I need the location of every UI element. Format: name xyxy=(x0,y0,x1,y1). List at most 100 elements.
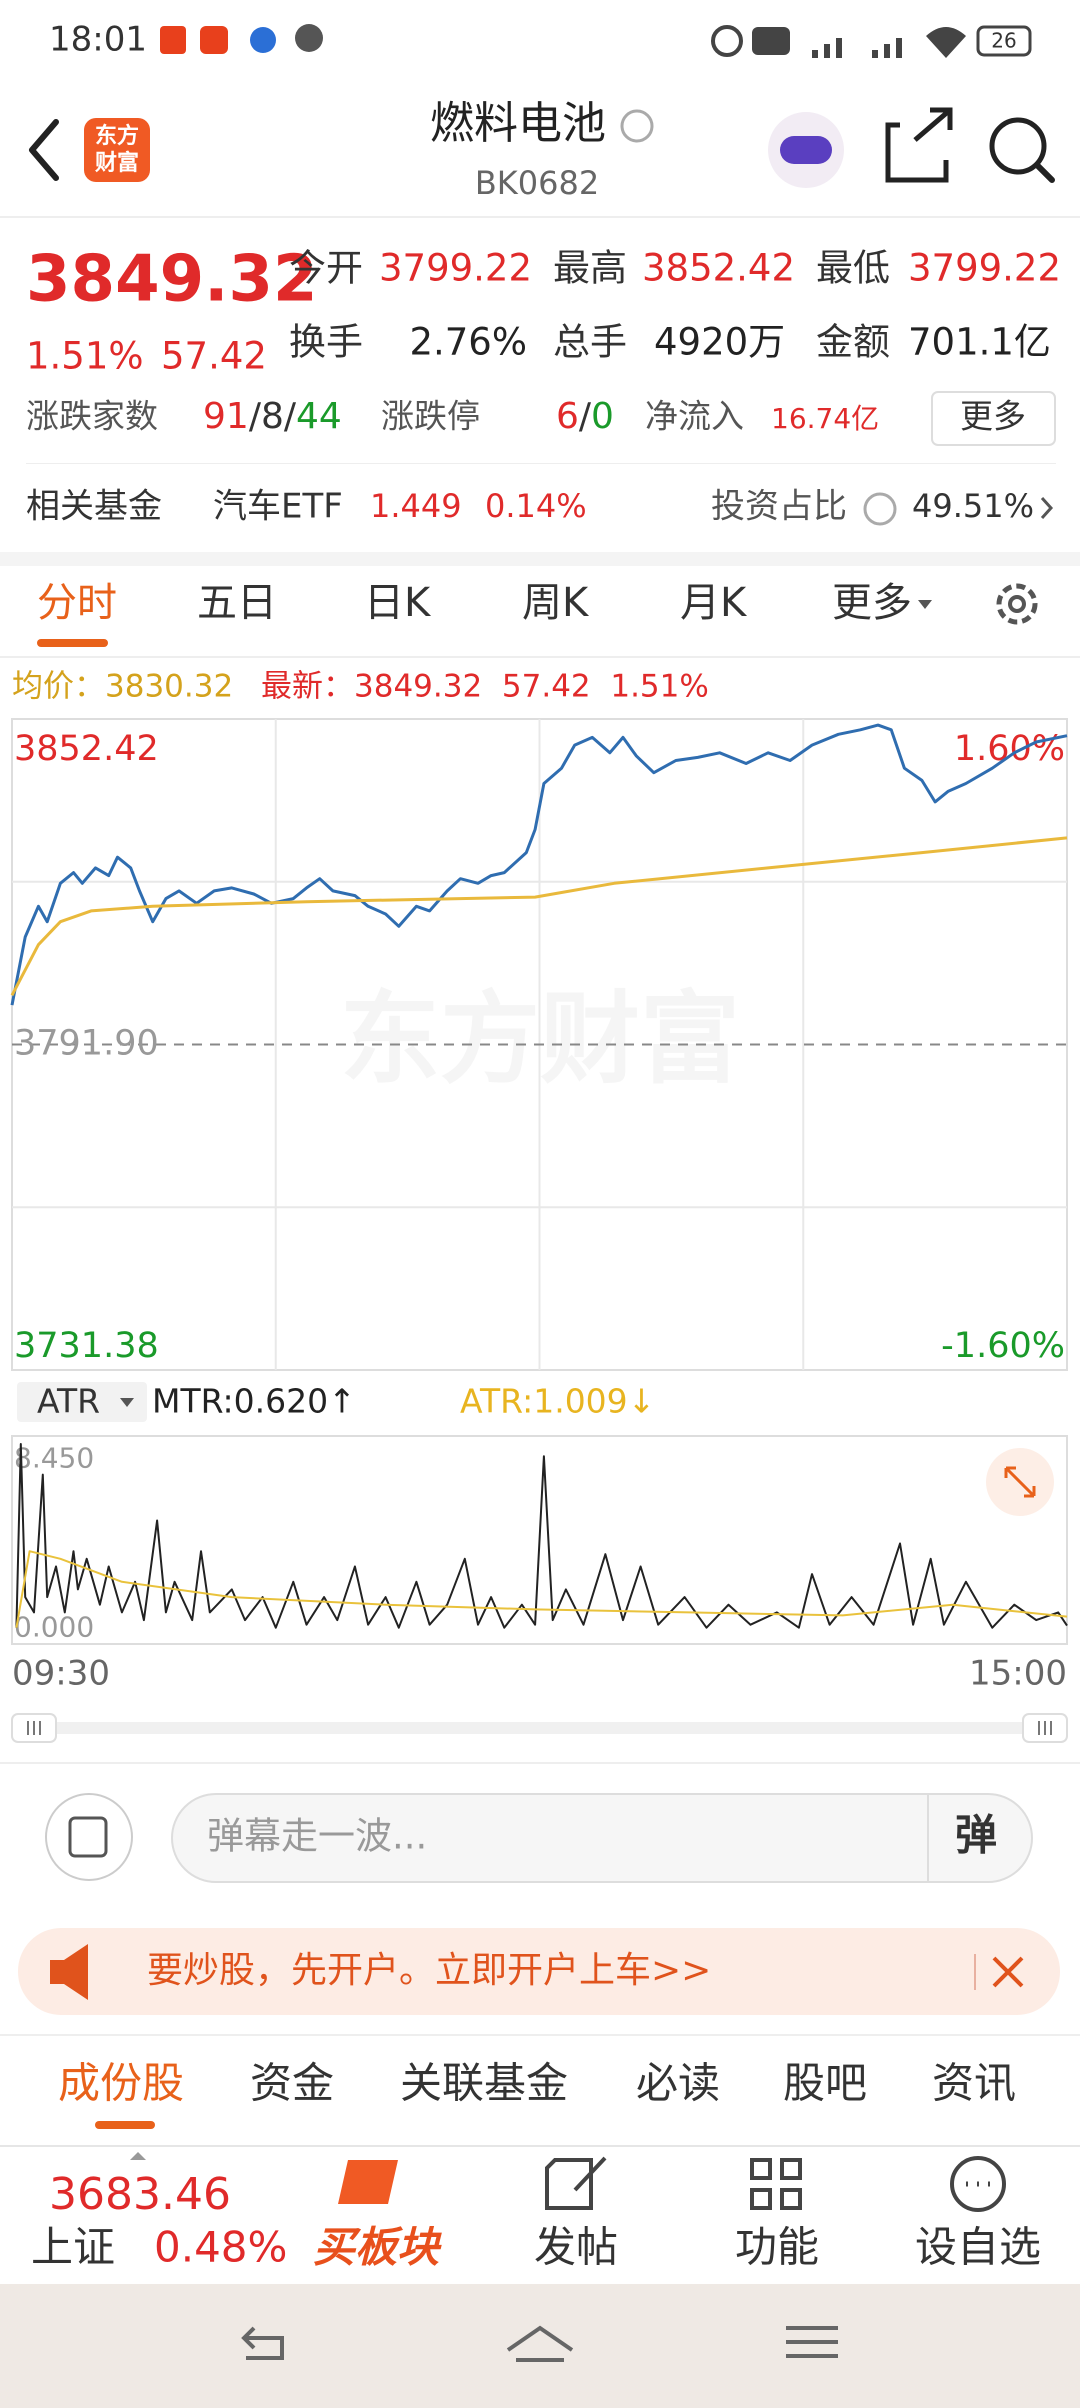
fund-name[interactable]: 汽车ETF xyxy=(213,487,343,527)
content-tab[interactable]: 关联基金 xyxy=(400,2059,568,2108)
chart-tab[interactable]: 分时 xyxy=(37,580,117,626)
inflow-value: 16.74亿 xyxy=(771,402,879,435)
back-button[interactable] xyxy=(29,119,59,181)
danmaku-button[interactable]: 弹 xyxy=(955,1811,997,1860)
nav-back[interactable] xyxy=(241,2326,284,2360)
nav-button[interactable]: 功能 xyxy=(735,2223,819,2272)
logo xyxy=(84,118,150,182)
atr-chart: 8.450 0.000 xyxy=(14,1442,1068,1644)
index-arrow xyxy=(130,2152,146,2160)
y2-tick-label: -1.60% xyxy=(941,1326,1065,1366)
settings-core xyxy=(1008,595,1026,613)
notif-icon xyxy=(250,27,276,53)
function-icon xyxy=(750,2158,802,2210)
search-button[interactable] xyxy=(989,117,1047,175)
last-price: 3849.32 xyxy=(26,243,318,317)
separator: / xyxy=(579,396,592,437)
nav-button[interactable]: 买板块 xyxy=(313,2223,442,2272)
chart-tab[interactable]: 月K xyxy=(680,580,748,626)
field-label: 最低 xyxy=(816,247,890,290)
signal-icon xyxy=(872,38,902,58)
indicator-name: ATR xyxy=(37,1382,100,1421)
close-banner[interactable] xyxy=(992,1956,1024,1988)
logo-text: 东方 xyxy=(95,123,139,149)
chart-tab[interactable]: 日K xyxy=(364,580,432,626)
y2-tick-label: 1.60% xyxy=(954,729,1065,769)
divider xyxy=(0,1762,1080,1764)
tab-indicator xyxy=(95,2121,155,2129)
field-value: 2.76% xyxy=(409,321,527,364)
fund-price: 1.449 xyxy=(370,487,462,525)
down-count: 44 xyxy=(296,396,342,437)
time-axis: 09:30 15:00 xyxy=(12,1654,1067,1694)
series-line xyxy=(15,1550,1068,1628)
status-icons xyxy=(160,24,1032,58)
fund-label: 相关基金 xyxy=(26,487,162,527)
danmaku-settings[interactable] xyxy=(45,1793,133,1881)
settings-button[interactable] xyxy=(996,583,1038,625)
chart-tab[interactable]: 五日 xyxy=(197,580,277,626)
ratio-label: 投资占比 xyxy=(711,487,847,527)
series-line xyxy=(15,1443,1068,1629)
content-tab[interactable]: 资金 xyxy=(250,2059,334,2108)
chart-tab[interactable]: 更多 xyxy=(832,580,912,626)
field-label: 今开 xyxy=(289,247,363,290)
divider xyxy=(0,2145,1080,2147)
nav-button[interactable]: 发帖 xyxy=(534,2223,618,2272)
watchlist-icon xyxy=(950,2156,1006,2212)
search-handle xyxy=(1034,162,1055,183)
field-label: 最高 xyxy=(553,247,627,290)
inflow-label: 净流入 xyxy=(645,397,744,436)
handle-grip xyxy=(27,1721,1052,1735)
field-value: 3799.22 xyxy=(379,247,532,290)
separator: / xyxy=(249,396,262,437)
content-tab[interactable]: 资讯 xyxy=(932,2059,1016,2108)
info-icon[interactable] xyxy=(620,109,654,143)
index-price[interactable]: 3683.46 xyxy=(49,2169,231,2220)
field-value: 3852.42 xyxy=(642,247,795,290)
content-tab[interactable]: 成份股 xyxy=(58,2059,184,2108)
promo-text: 要炒股，先开户。立即开户上车>> xyxy=(147,1950,711,1991)
notif-icon xyxy=(160,26,186,54)
avg-legend: 均价：3830.32 xyxy=(12,669,233,705)
field-value: 4920万 xyxy=(654,321,785,364)
atr-legend: ATR:1.009↓ xyxy=(460,1382,655,1421)
bottom-bar xyxy=(0,2145,1080,2284)
series-line xyxy=(10,836,1068,996)
content-tab[interactable]: 股吧 xyxy=(783,2059,867,2108)
breadth-label: 涨跌家数 xyxy=(26,397,158,436)
nav-button[interactable]: 设自选 xyxy=(915,2223,1041,2272)
page-title: 燃料电池 xyxy=(430,98,606,149)
limit-values: 6/0 xyxy=(556,396,614,437)
nav-home[interactable] xyxy=(506,2325,574,2362)
price-chart: 3852.42 3791.90 3731.38 1.60% -1.60% xyxy=(10,719,1068,1370)
indicator-select[interactable] xyxy=(17,1382,147,1422)
dropdown-arrow xyxy=(918,600,932,609)
y-tick-label: 3731.38 xyxy=(14,1326,159,1366)
promo-banner[interactable] xyxy=(18,1928,1060,2015)
divider xyxy=(0,2034,1080,2036)
chevron[interactable] xyxy=(1040,496,1054,520)
latest-legend: 最新：3849.32 57.42 1.51% xyxy=(261,669,709,705)
help-icon[interactable] xyxy=(863,492,897,526)
field-value: 701.1亿 xyxy=(908,321,1051,364)
megaphone-icon xyxy=(50,1944,88,2000)
bottom-tabs: 成份股 资金 关联基金 必读 股吧 资讯 xyxy=(58,2059,1016,2129)
chart-tab[interactable]: 周K xyxy=(522,580,590,626)
more-button[interactable] xyxy=(931,391,1056,446)
field-value: 3799.22 xyxy=(908,247,1061,290)
scroll-track xyxy=(12,1722,1067,1734)
ratio-value: 49.51% xyxy=(912,487,1034,525)
comment-input[interactable] xyxy=(171,1793,1033,1883)
fund-pct: 0.14% xyxy=(485,487,587,525)
notif-icon xyxy=(295,24,323,52)
battery-level: 26 xyxy=(991,29,1016,53)
divider xyxy=(974,1954,976,1990)
battery-icon xyxy=(976,25,1032,57)
content-tab[interactable]: 必读 xyxy=(636,2059,720,2108)
dropdown-arrow xyxy=(120,1398,134,1407)
nav-menu[interactable] xyxy=(786,2326,838,2358)
share-button[interactable] xyxy=(885,107,953,183)
wifi-icon xyxy=(926,27,966,58)
post-icon xyxy=(545,2156,607,2210)
